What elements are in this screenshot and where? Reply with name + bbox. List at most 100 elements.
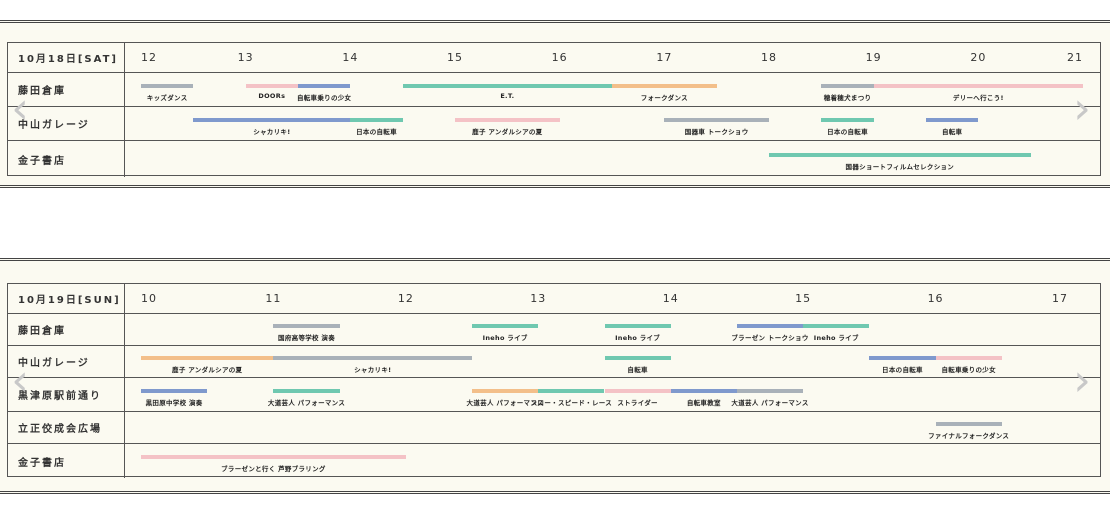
venue-label: 中山ガレージ bbox=[8, 346, 125, 377]
prev-arrow[interactable]: ‹ bbox=[8, 85, 32, 133]
event-bar[interactable] bbox=[141, 455, 406, 459]
event-label[interactable]: Ineho ライブ bbox=[482, 334, 528, 342]
event-label[interactable]: ブラーゼンと行く 芦野ブラリング bbox=[221, 465, 326, 473]
event-bar[interactable] bbox=[298, 84, 351, 88]
event-bar[interactable] bbox=[604, 356, 671, 360]
hour-tick-16: 16 bbox=[551, 51, 568, 64]
schedule-panel-sun: 10月19日[SUN] 10 11 12 13 14 15 16 17 藤田倉庫 国府高等学校 演奏… bbox=[0, 258, 1110, 494]
event-label[interactable]: スロー・スピード・レース bbox=[530, 399, 613, 407]
event-label[interactable]: 黒田原中学校 演奏 bbox=[145, 399, 203, 407]
event-label[interactable]: ブラーゼン トークショウ bbox=[731, 334, 809, 342]
timetable-sun: 10月19日[SUN] 10 11 12 13 14 15 16 17 藤田倉庫 国府高等学校 演奏… bbox=[7, 283, 1101, 478]
event-label[interactable]: ストライダー bbox=[617, 399, 658, 407]
hour-tick-14: 14 bbox=[342, 51, 359, 64]
event-bar[interactable] bbox=[935, 422, 1002, 426]
date-header: 10月19日[SUN] bbox=[8, 284, 125, 313]
event-label[interactable]: E.T. bbox=[500, 92, 515, 100]
event-label[interactable]: フォークダンス bbox=[640, 94, 688, 102]
chevron-right-icon: › bbox=[1073, 83, 1091, 134]
event-bar[interactable] bbox=[141, 389, 208, 393]
event-bar[interactable] bbox=[612, 84, 717, 88]
hour-tick-17: 17 bbox=[1052, 292, 1068, 305]
event-bar[interactable] bbox=[472, 389, 539, 393]
venue-row: 中山ガレージ シャカリキ! 日本の自転車 鹿子 アンダルシアの夏 国器車 トークショウ 日… bbox=[8, 107, 1100, 141]
event-bar[interactable] bbox=[803, 324, 870, 328]
event-bar[interactable] bbox=[402, 84, 612, 88]
hour-tick-18: 18 bbox=[761, 51, 777, 64]
venue-row: 黒津原駅前通り黒田原中学校 演奏 大道芸人 パフォーマンス 大道芸人 パフォーマンス… bbox=[8, 378, 1100, 412]
date-header: 10月18日[SAT] bbox=[8, 43, 125, 72]
event-label[interactable]: Ineho ライブ bbox=[813, 334, 859, 342]
event-bar[interactable] bbox=[141, 84, 194, 88]
hour-tick-17: 17 bbox=[656, 51, 673, 64]
event-label[interactable]: 自転車教室 bbox=[686, 399, 721, 407]
event-bar[interactable] bbox=[273, 389, 340, 393]
venue-label: 金子書店 bbox=[8, 444, 125, 478]
hour-tick-20: 20 bbox=[970, 51, 987, 64]
event-bar[interactable] bbox=[350, 118, 403, 122]
event-bar[interactable] bbox=[736, 389, 804, 393]
event-label[interactable]: 鹿子 アンダルシアの夏 bbox=[472, 128, 543, 136]
event-label[interactable]: 自転車 bbox=[627, 366, 648, 374]
event-label[interactable]: 日本の自転車 bbox=[827, 128, 868, 136]
venue-label: 藤田倉庫 bbox=[8, 314, 125, 345]
event-bar[interactable] bbox=[273, 324, 340, 328]
event-label[interactable]: 自転車 bbox=[941, 128, 963, 136]
event-label[interactable]: 大道芸人 パフォーマンス bbox=[466, 399, 544, 407]
event-bar[interactable] bbox=[472, 324, 539, 328]
event-bar[interactable] bbox=[769, 153, 1031, 157]
venue-label: 黒津原駅前通り bbox=[8, 378, 125, 411]
event-bar[interactable] bbox=[736, 324, 804, 328]
event-bar[interactable] bbox=[873, 84, 1083, 88]
event-bar[interactable] bbox=[670, 389, 737, 393]
event-label[interactable]: シャカリキ! bbox=[253, 128, 291, 136]
event-bar[interactable] bbox=[538, 389, 605, 393]
event-bar[interactable] bbox=[245, 84, 298, 88]
event-label[interactable]: DOORs bbox=[258, 92, 286, 100]
event-label[interactable]: Ineho ライブ bbox=[615, 334, 661, 342]
event-label[interactable]: キッズダンス bbox=[146, 94, 188, 102]
event-bar[interactable] bbox=[604, 389, 671, 393]
hour-tick-19: 19 bbox=[865, 51, 882, 64]
event-label[interactable]: 国府高等学校 演奏 bbox=[278, 334, 336, 342]
event-bar[interactable] bbox=[926, 118, 979, 122]
event-bar[interactable] bbox=[273, 356, 473, 360]
event-label[interactable]: 自転車乗りの少女 bbox=[941, 366, 996, 374]
event-bar[interactable] bbox=[821, 118, 874, 122]
event-bar[interactable] bbox=[664, 118, 769, 122]
event-label[interactable]: 国器ショートフィルムセレクション bbox=[845, 163, 955, 171]
next-arrow[interactable]: › bbox=[1070, 357, 1094, 405]
venue-label: 立正佼成会広場 bbox=[8, 412, 125, 443]
event-label[interactable]: 大道芸人 パフォーマンス bbox=[267, 399, 346, 407]
event-label[interactable]: 日本の自転車 bbox=[882, 366, 923, 374]
event-label[interactable]: シャカリキ! bbox=[354, 366, 392, 374]
event-bar[interactable] bbox=[869, 356, 936, 360]
event-label[interactable]: 穂着穂犬まつり bbox=[823, 94, 872, 102]
event-bar[interactable] bbox=[604, 324, 671, 328]
event-bar[interactable] bbox=[935, 356, 1002, 360]
event-bar[interactable] bbox=[455, 118, 560, 122]
next-arrow[interactable]: › bbox=[1070, 85, 1094, 133]
hour-tick-15: 15 bbox=[447, 51, 463, 64]
event-bar[interactable] bbox=[193, 118, 351, 122]
event-label[interactable]: 日本の自転車 bbox=[356, 128, 397, 136]
schedule-panel-sat: 10月18日[SAT] 12 13 14 15 16 17 18 19 20 21 藤田倉庫 キッズダン… bbox=[0, 20, 1110, 188]
venue-row: 藤田倉庫 キッズダンス DOORs 自転車乗りの少女 E.T. フォークダンス 穂着穂犬まつ… bbox=[8, 73, 1100, 107]
hour-tick-13: 13 bbox=[237, 51, 254, 64]
event-label[interactable]: ファイナルフォークダンス bbox=[928, 432, 1010, 440]
event-label[interactable]: 鹿子 アンダルシアの夏 bbox=[172, 366, 243, 374]
event-label[interactable]: 自転車乗りの少女 bbox=[296, 94, 352, 102]
venue-row: 中山ガレージ鹿子 アンダルシアの夏 シャカリキ! 自転車 日本の自転車 自転車乗りの少女 bbox=[8, 346, 1100, 378]
prev-arrow[interactable]: ‹ bbox=[8, 357, 32, 405]
event-bar[interactable] bbox=[821, 84, 874, 88]
chevron-left-icon: ‹ bbox=[11, 83, 29, 134]
event-label[interactable]: 大道芸人 パフォーマンス bbox=[731, 399, 809, 407]
event-bar[interactable] bbox=[141, 356, 274, 360]
event-label[interactable]: デリーへ行こう! bbox=[952, 94, 1004, 102]
hour-tick-15: 15 bbox=[795, 292, 812, 305]
venue-row: 立正佼成会広場ファイナルフォークダンス bbox=[8, 412, 1100, 444]
hour-tick-11: 11 bbox=[265, 292, 282, 305]
event-label[interactable]: 国器車 トークショウ bbox=[684, 128, 749, 136]
hour-tick-16: 16 bbox=[927, 292, 944, 305]
chevron-right-icon: › bbox=[1073, 355, 1091, 406]
